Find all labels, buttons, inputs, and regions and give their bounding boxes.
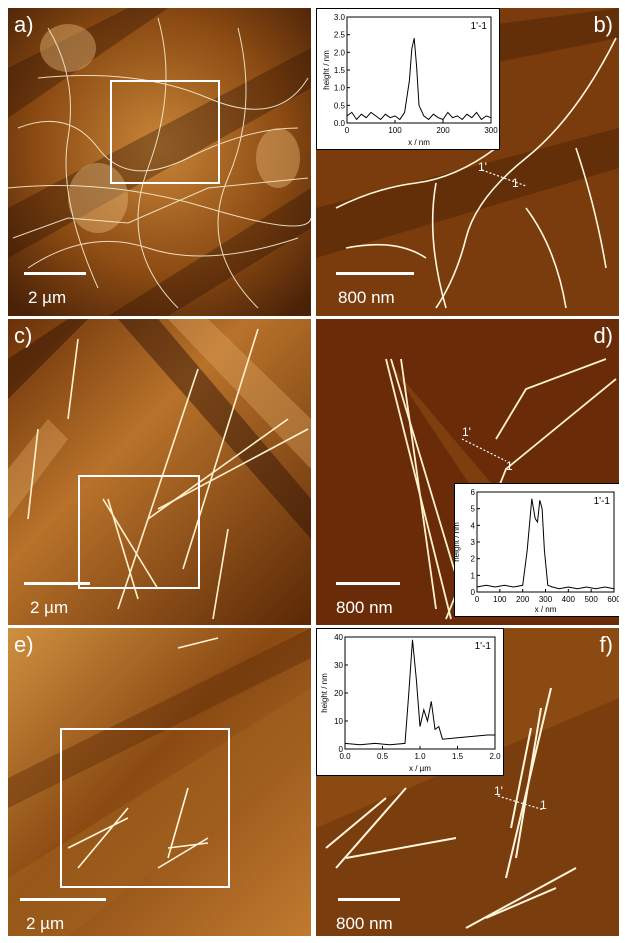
x-tick-label: 100 (493, 595, 507, 604)
x-tick-label: 200 (516, 595, 530, 604)
marker-end-b: 1 (512, 176, 519, 190)
profile-inset-f: 0.0 0.5 1.0 1.5 2.0 0 10 20 30 40 x / µm height / n… (316, 628, 504, 776)
scale-label-c: 2 µm (30, 598, 69, 617)
y-tick-label: 0.0 (334, 119, 346, 128)
zoom-box-a (110, 80, 220, 184)
zoom-box-c (78, 475, 200, 589)
y-tick-label: 0.5 (334, 101, 346, 110)
panel-label-c: c) (14, 323, 33, 348)
y-tick-label: 2.0 (334, 48, 346, 57)
panel-c: c) 2 µm (8, 319, 311, 625)
y-tick-label: 5 (471, 505, 476, 514)
plot-frame (476, 491, 615, 593)
plot-frame (344, 636, 496, 750)
marker-start-d: 1' (462, 425, 471, 439)
y-tick-label: 3 (471, 538, 476, 547)
x-tick-label: 1.5 (452, 752, 464, 761)
y-tick-label: 10 (334, 717, 343, 726)
marker-end-f: 1 (540, 798, 547, 812)
scale-label-d: 800 nm (336, 598, 393, 617)
x-axis-label: x / nm (535, 605, 557, 614)
profile-title: 1'-1 (594, 496, 611, 507)
y-tick-label: 0 (471, 588, 476, 597)
x-axis-label: x / nm (408, 138, 430, 147)
scale-bar-d (336, 582, 400, 585)
x-tick-label: 0 (475, 595, 480, 604)
x-tick-label: 0 (345, 126, 350, 135)
scale-bar-a (24, 272, 86, 275)
y-tick-label: 2.5 (334, 31, 346, 40)
panel-label-a: a) (14, 12, 34, 37)
x-tick-label: 500 (584, 595, 598, 604)
y-tick-label: 1.0 (334, 84, 346, 93)
height-profile-line (346, 38, 492, 121)
y-tick-label: 20 (334, 689, 343, 698)
x-tick-label: 300 (484, 126, 498, 135)
x-tick-label: 1.0 (414, 752, 426, 761)
marker-end-d: 1 (506, 459, 513, 473)
x-tick-label: 400 (562, 595, 576, 604)
scale-label-f: 800 nm (336, 914, 393, 933)
y-tick-label: 30 (334, 661, 343, 670)
x-tick-label: 200 (436, 126, 450, 135)
height-profile-line (476, 498, 615, 590)
panel-d: d) 1' 1 800 nm 0 100 200 300 400 500 600 0 1 2 3 4 5… (316, 319, 619, 625)
x-tick-label: 0.5 (377, 752, 389, 761)
y-axis-label: height / nm (322, 50, 331, 90)
scale-label-a: 2 µm (28, 288, 67, 307)
zoom-box-e (60, 728, 230, 888)
x-tick-label: 300 (539, 595, 553, 604)
x-tick-label: 0.0 (339, 752, 351, 761)
y-tick-label: 40 (334, 633, 343, 642)
marker-start-b: 1' (478, 160, 487, 174)
y-tick-label: 6 (471, 488, 476, 497)
profile-chart-b: 0 100 200 300 0.0 0.5 1.0 1.5 2.0 2.5 3.0 x / nm hei… (322, 13, 498, 147)
afm-image-a (8, 8, 311, 316)
y-tick-label: 3.0 (334, 13, 346, 22)
profile-title: 1'-1 (475, 641, 492, 652)
scale-bar-c (24, 582, 90, 585)
height-profile-line (344, 639, 495, 746)
x-tick-label: 100 (388, 126, 402, 135)
scale-bar-e (20, 898, 106, 901)
marker-start-f: 1' (494, 784, 503, 798)
profile-inset-d: 0 100 200 300 400 500 600 0 1 2 3 4 5 6 x / nm height /… (454, 483, 619, 617)
profile-line-f (497, 795, 545, 811)
profile-chart-d: 0 100 200 300 400 500 600 0 1 2 3 4 5 6 x / nm height /… (455, 488, 619, 614)
scale-bar-b (336, 272, 414, 275)
panel-a: a) 2 µm (8, 8, 311, 316)
y-tick-label: 0 (339, 745, 344, 754)
y-tick-label: 1.5 (334, 66, 346, 75)
x-tick-label: 2.0 (489, 752, 501, 761)
panel-e: e) 2 µm (8, 628, 311, 936)
panel-label-f: f) (599, 632, 613, 657)
x-tick-label: 600 (607, 595, 619, 604)
profile-title: 1'-1 (471, 21, 488, 32)
y-axis-label: height / nm (455, 522, 461, 562)
y-tick-label: 1 (471, 571, 476, 580)
scale-bar-f (338, 898, 400, 901)
plot-frame (346, 16, 492, 124)
afm-image-c (8, 319, 311, 625)
afm-image-e (8, 628, 311, 936)
y-axis-label: height / nm (320, 673, 329, 713)
profile-chart-f: 0.0 0.5 1.0 1.5 2.0 0 10 20 30 40 x / µm height / n… (320, 633, 501, 773)
y-tick-label: 4 (471, 521, 476, 530)
scale-label-e: 2 µm (26, 914, 65, 933)
profile-inset-b: 0 100 200 300 0.0 0.5 1.0 1.5 2.0 2.5 3.0 x / nm hei… (316, 8, 500, 150)
x-axis-label: x / µm (409, 764, 431, 773)
profile-line-d (461, 438, 507, 462)
scale-label-b: 800 nm (338, 288, 395, 307)
panel-b: b) 1' 1 800 nm 0 100 200 300 0.0 0.5 1.0 1.5 2.0… (316, 8, 619, 316)
y-tick-label: 2 (471, 555, 476, 564)
panel-f: f) 1' 1 800 nm 0.0 0.5 1.0 1.5 2.0 0 10 20 30 40 x… (316, 628, 619, 936)
panel-label-e: e) (14, 632, 34, 657)
panel-label-b: b) (593, 12, 613, 37)
panel-label-d: d) (593, 323, 613, 348)
